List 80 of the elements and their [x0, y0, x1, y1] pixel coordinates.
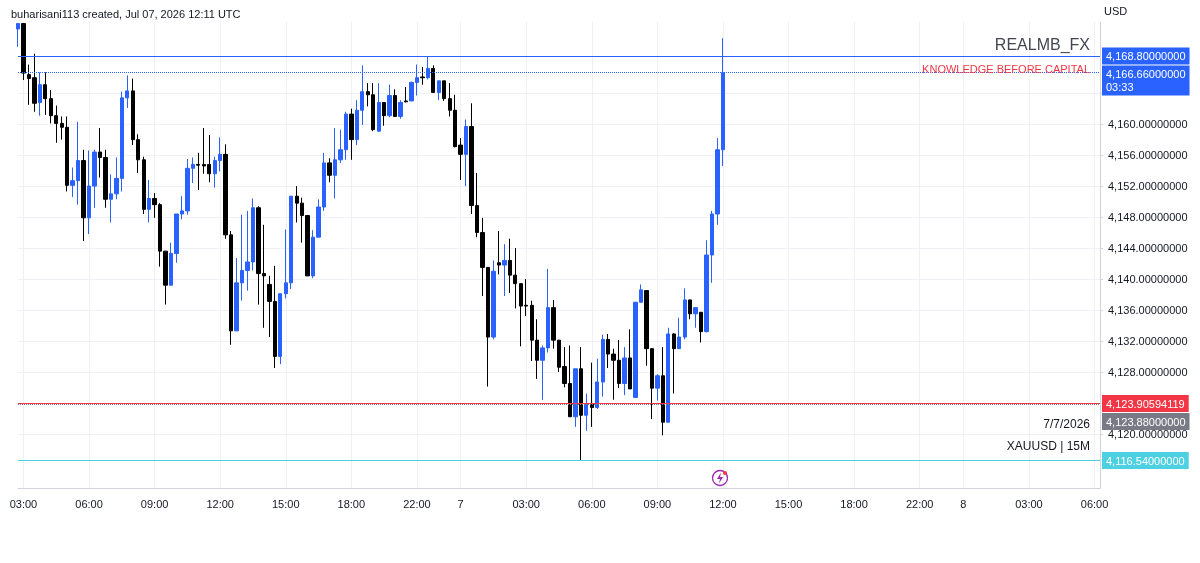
candlestick [278, 293, 282, 365]
candlestick [21, 23, 26, 81]
candlestick [404, 86, 408, 104]
candlestick [497, 230, 501, 275]
candlestick [196, 152, 200, 191]
y-tick-label: 4,152.00000000 [1108, 180, 1188, 193]
candlestick [655, 373, 660, 402]
candlestick [420, 66, 425, 86]
candlestick [16, 23, 20, 48]
x-tick-label: 22:00 [403, 497, 431, 510]
candlestick [601, 334, 605, 398]
ref-line-label: 4,168.80000000 [1106, 50, 1186, 63]
candlestick [672, 332, 676, 395]
x-tick-label: 03:00 [9, 497, 38, 510]
ref-line-label: 4,123.90594119 [1106, 397, 1185, 410]
candlestick [349, 108, 354, 161]
candlestick [661, 346, 665, 436]
x-tick-label: 12:00 [206, 497, 234, 510]
x-tick-label: 03:00 [512, 497, 540, 510]
y-tick-label: 4,156.00000000 [1108, 149, 1188, 162]
candlestick [442, 80, 446, 102]
candlestick [491, 259, 496, 340]
candlestick [584, 393, 588, 432]
annotation: 7/7/2026 [1043, 417, 1091, 431]
candlestick [387, 84, 392, 118]
x-tick-label: 22:00 [905, 497, 934, 510]
candlestick [437, 80, 441, 101]
candlestick [677, 317, 681, 350]
x-tick-label: 06:00 [1080, 497, 1109, 510]
candlestick [464, 119, 468, 187]
candlestick [628, 328, 632, 390]
x-tick-label: 06:00 [578, 497, 606, 510]
candlestick [142, 156, 146, 215]
y-axis-title: USD [1104, 4, 1128, 17]
candlestick [327, 157, 332, 183]
y-tick-label: 4,132.00000000 [1108, 334, 1188, 347]
x-tick-label: 18:00 [337, 497, 366, 510]
ref-line-label: 4,123.88000000 [1106, 415, 1186, 428]
x-tick-label: 09:00 [140, 497, 169, 510]
candlestick [398, 99, 403, 120]
candlestick [683, 287, 687, 340]
annotation: REALMB_FX [994, 35, 1091, 54]
chart-title: buharisani113 created, Jul 07, 2026 12:11 UTC [11, 7, 241, 20]
y-tick-label: 4,140.00000000 [1108, 273, 1188, 285]
candlestick [579, 346, 583, 462]
x-tick-label: 06:00 [75, 497, 103, 510]
candlestick [590, 362, 594, 428]
candlestick [688, 299, 692, 320]
y-tick-label: 4,160.00000000 [1108, 118, 1188, 131]
candlestick [147, 179, 151, 223]
candlestick [573, 368, 578, 428]
annotation: KNOWLEDGE BEFORE CAPITAL [922, 62, 1091, 75]
candlestick [622, 346, 627, 396]
y-tick-label: 4,120.00000000 [1108, 427, 1188, 440]
x-tick-label: 18:00 [840, 497, 868, 510]
candlestick [81, 149, 86, 242]
candlestick [377, 82, 381, 133]
candlestick [382, 102, 386, 127]
x-tick-label: 15:00 [272, 497, 300, 510]
ref-line-label: 4,166.66000000 03:33 [1106, 68, 1186, 94]
candlestick [393, 88, 397, 117]
x-tick-label: 7 [457, 497, 464, 510]
candlestick [699, 311, 703, 343]
x-tick-label: 03:00 [1015, 497, 1043, 510]
candlestick [666, 327, 670, 423]
x-tick-label: 15:00 [774, 497, 803, 510]
y-tick-label: 4,148.00000000 [1108, 211, 1188, 224]
candlestick [43, 71, 47, 116]
candlestick [693, 307, 698, 329]
candlestick [502, 243, 507, 297]
candlestick [431, 64, 435, 93]
y-tick-label: 4,144.00000000 [1108, 242, 1188, 255]
y-tick-label: 4,136.00000000 [1108, 303, 1188, 316]
y-tick-label: 4,128.00000000 [1108, 365, 1188, 378]
x-tick-label: 12:00 [709, 497, 737, 510]
candlestick [595, 358, 599, 410]
annotation: XAUUSD | 15M [1006, 439, 1090, 453]
x-tick-label: 8 [960, 497, 967, 510]
x-tick-label: 09:00 [643, 497, 672, 510]
ref-line-label: 4,116.54000000 [1106, 454, 1185, 467]
